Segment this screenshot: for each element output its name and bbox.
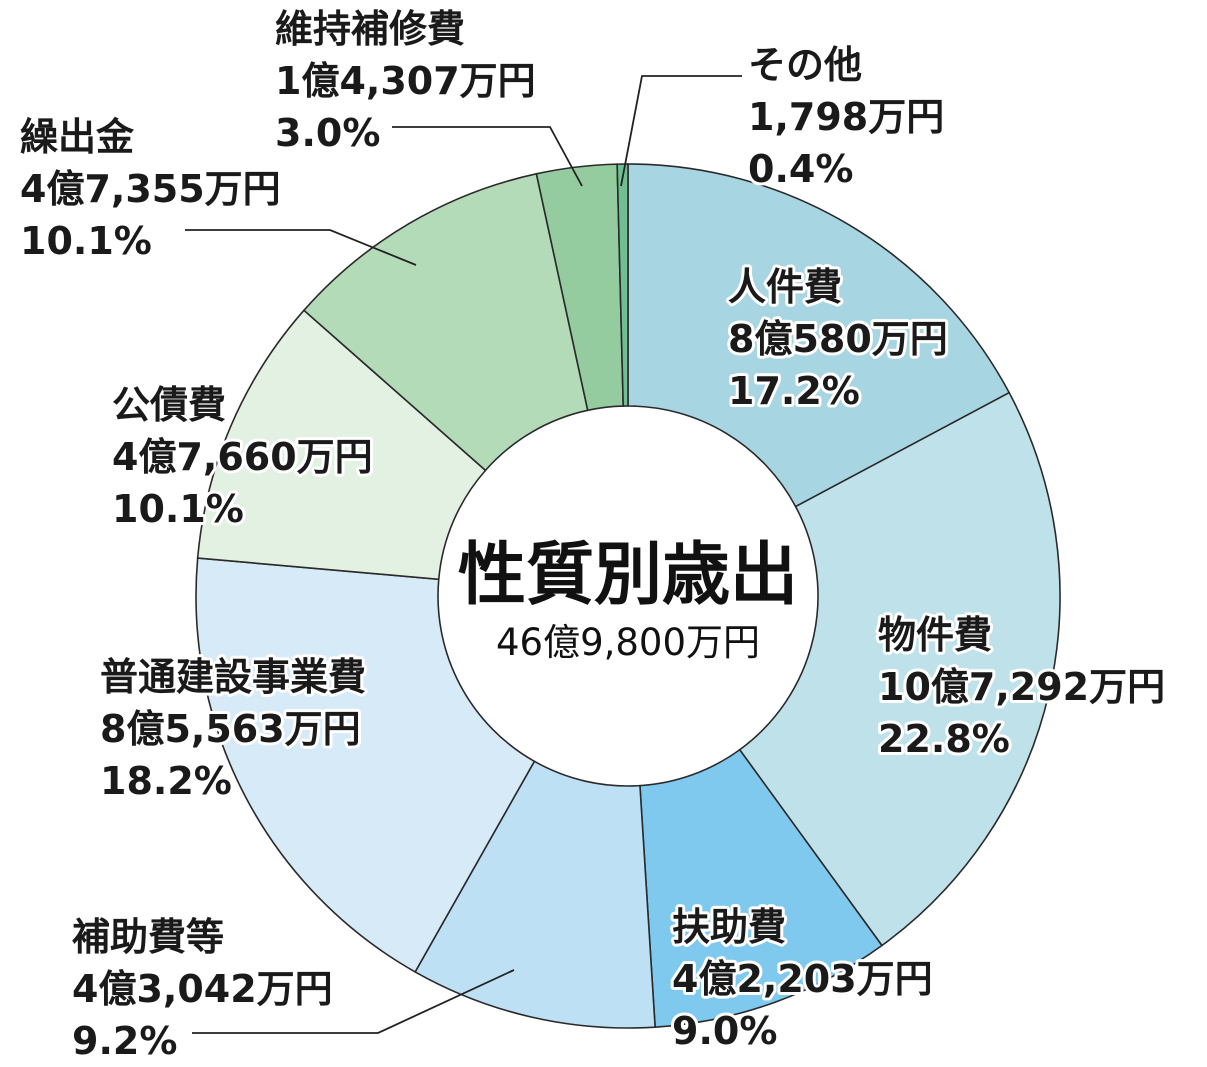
slice-name-5: 普通建設事業費 xyxy=(100,655,366,699)
leader-hojohi xyxy=(192,969,515,1034)
slice-label-2: 物件費 10億7,292万円 22.8% xyxy=(875,610,1168,764)
slice-label-8: 維持補修費 1億4,307万円 3.0% xyxy=(272,4,539,158)
slice-name-7: 繰出金 xyxy=(20,115,135,159)
slice-2 xyxy=(738,391,1061,947)
slice-name-6: 公債費 xyxy=(112,383,226,427)
slice-name-1: 人件費 xyxy=(728,265,842,309)
slice-name-4: 補助費等 xyxy=(72,915,224,959)
slice-5 xyxy=(195,557,536,974)
slice-4 xyxy=(414,760,656,1029)
leader-ijihoshuhi xyxy=(392,126,583,187)
slice-amount-7: 4億7,355万円 xyxy=(20,167,281,211)
slice-amount-5: 8億5,563万円 xyxy=(100,707,361,751)
slice-amount-6: 4億7,660万円 xyxy=(112,435,373,479)
slice-label-4: 補助費等 4億3,042万円 9.2% xyxy=(69,912,336,1066)
slice-percent-2: 22.8% xyxy=(878,717,1010,761)
slice-label-1: 人件費 8億580万円 17.2% xyxy=(725,262,951,416)
donut-slices xyxy=(195,163,1061,1029)
slice-percent-1: 17.2% xyxy=(728,369,860,413)
slice-name-2: 物件費 xyxy=(878,613,992,657)
slice-label-9: その他 1,798万円 0.4% xyxy=(745,40,947,194)
slice-label-5: 普通建設事業費 8億5,563万円 18.2% xyxy=(97,652,369,806)
slice-percent-5: 18.2% xyxy=(100,759,232,803)
slice-percent-8: 3.0% xyxy=(275,111,380,155)
slice-percent-9: 0.4% xyxy=(748,147,853,191)
leader-kuridashikin xyxy=(185,229,417,266)
slice-label-7: 繰出金 4億7,355万円 10.1% xyxy=(17,112,284,266)
slice-3 xyxy=(639,748,884,1028)
slice-amount-8: 1億4,307万円 xyxy=(275,59,536,103)
slice-name-3: 扶助費 xyxy=(672,905,786,949)
chart-total: 46億9,800万円 xyxy=(496,621,760,664)
slice-percent-6: 10.1% xyxy=(112,487,244,531)
slice-amount-2: 10億7,292万円 xyxy=(878,665,1165,709)
slice-9 xyxy=(616,163,629,407)
slice-percent-3: 9.0% xyxy=(672,1009,777,1053)
slice-amount-3: 4億2,203万円 xyxy=(672,957,933,1001)
slice-label-6: 公債費 4億7,660万円 10.1% xyxy=(109,380,376,534)
leader-sonota xyxy=(620,75,742,187)
slice-name-8: 維持補修費 xyxy=(275,7,465,51)
slice-1 xyxy=(627,163,1011,508)
leader-lines xyxy=(185,75,742,1034)
slice-label-3: 扶助費 4億2,203万円 9.0% xyxy=(669,902,936,1056)
slice-percent-4: 9.2% xyxy=(72,1019,177,1063)
slice-amount-4: 4億3,042万円 xyxy=(72,967,333,1011)
slice-percent-7: 10.1% xyxy=(20,219,152,263)
slice-amount-9: 1,798万円 xyxy=(748,95,944,139)
center-label: 性質別歳出 46億9,800万円 xyxy=(458,536,798,664)
chart-title: 性質別歳出 xyxy=(458,536,798,615)
slice-labels: 人件費 8億580万円 17.2% 物件費 10億7,292万円 22.8% 扶助費 4億2,… xyxy=(17,4,1168,1066)
slice-amount-1: 8億580万円 xyxy=(728,317,948,361)
slice-name-9: その他 xyxy=(748,43,862,87)
slice-6 xyxy=(196,309,487,581)
